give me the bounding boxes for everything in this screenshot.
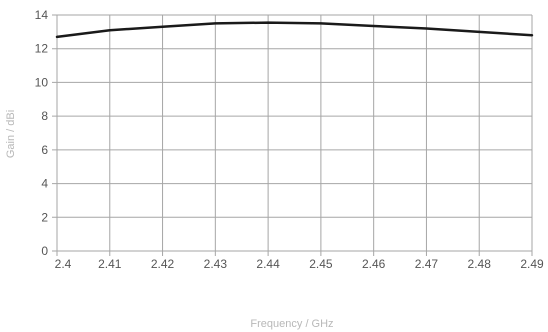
y-tick-label: 2 — [41, 210, 48, 224]
y-tick-label: 12 — [35, 42, 49, 56]
x-tick-label: 2.45 — [309, 257, 333, 271]
x-tick-label: 2.4 — [55, 257, 72, 271]
x-tick-label: 2.46 — [362, 257, 386, 271]
x-tick-label: 2.48 — [468, 257, 492, 271]
series-group — [55, 21, 534, 39]
x-tick-label: 2.41 — [98, 257, 122, 271]
y-tick-label: 8 — [41, 109, 48, 123]
y-tick-label: 10 — [35, 75, 49, 89]
y-tick-label: 0 — [41, 244, 48, 258]
y-tick-label: 6 — [41, 143, 48, 157]
y-tick-label: 14 — [35, 8, 49, 22]
grid — [52, 14, 533, 256]
y-axis-title: Gain / dBi — [5, 110, 17, 158]
x-tick-label: 2.43 — [204, 257, 228, 271]
x-axis-title: Frequency / GHz — [250, 318, 333, 330]
tick-labels: 2.4 2.41 2.42 2.43 2.44 2.45 2.46 2.47 2.48 2.49 0… — [35, 8, 544, 271]
x-tick-label: 2.42 — [151, 257, 175, 271]
x-tick-label: 2.44 — [256, 257, 280, 271]
series-line — [55, 21, 534, 39]
x-tick-label: 2.47 — [415, 257, 439, 271]
x-tick-label: 2.49 — [520, 257, 544, 271]
y-tick-label: 4 — [41, 177, 48, 191]
